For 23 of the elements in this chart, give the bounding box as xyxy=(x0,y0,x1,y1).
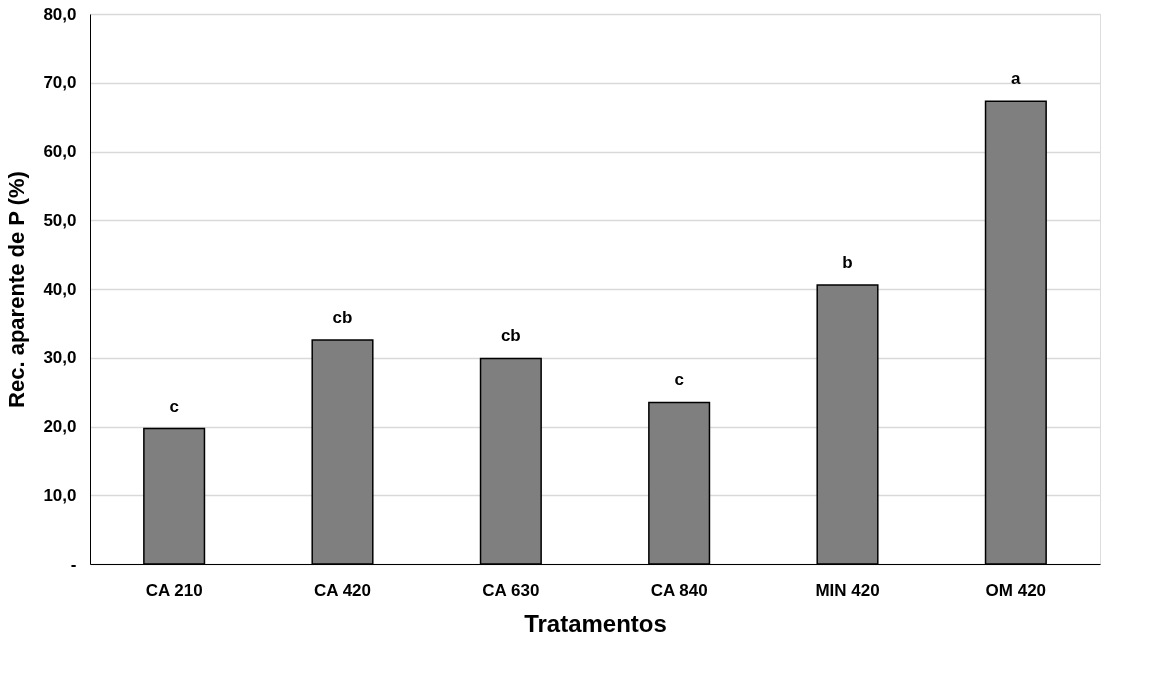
annotation: cb xyxy=(332,307,353,327)
annotation: b xyxy=(842,252,853,272)
y-tick-label: 40,0 xyxy=(43,279,77,299)
x-tick-label: CA 630 xyxy=(482,580,540,600)
y-tick-label: 20,0 xyxy=(43,417,77,436)
y-axis-title: Rec. aparente de P (%) xyxy=(4,171,30,408)
y-tick-label: - xyxy=(70,554,77,574)
x-tick-label: CA 210 xyxy=(145,580,203,600)
y-tick-label: 80,0 xyxy=(43,4,77,24)
x-tick-label: CA 420 xyxy=(313,580,372,600)
y-tick-label: 10,0 xyxy=(43,485,77,505)
y-tick-label: 50,0 xyxy=(43,210,77,230)
y-tick-label: 60,0 xyxy=(43,142,77,161)
x-tick-label: MIN 420 xyxy=(815,580,880,600)
y-tick-label: 70,0 xyxy=(43,73,77,93)
annotation: c xyxy=(674,370,684,390)
annotation: c xyxy=(169,396,179,416)
annotation: cb xyxy=(500,326,521,346)
y-tick-label: 30,0 xyxy=(43,348,77,368)
x-tick-label: OM 420 xyxy=(985,580,1047,600)
x-axis-title: Tratamentos xyxy=(524,609,667,637)
annotation: a xyxy=(1011,69,1022,89)
x-tick-label: CA 840 xyxy=(650,580,708,600)
